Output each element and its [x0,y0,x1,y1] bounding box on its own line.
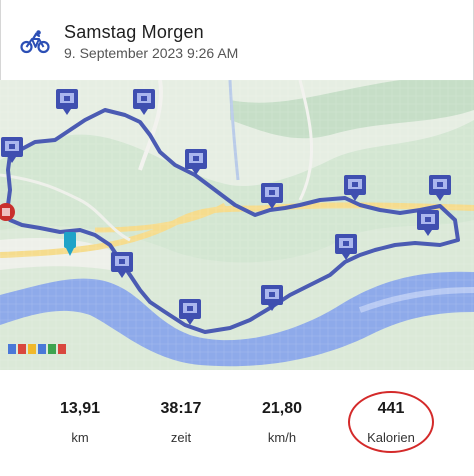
calories-highlight-circle [348,391,434,453]
stat-time-value: 38:17 [160,400,202,417]
activity-datetime: 9. September 2023 9:26 AM [64,45,239,61]
start-pin-icon[interactable] [0,203,15,221]
map-attribution-logo [8,344,66,354]
route-map-canvas[interactable] [0,80,474,370]
stat-speed: 21,80 km/h [242,400,322,445]
stat-speed-unit: km/h [267,430,297,445]
map-pixel-overlay [0,80,474,370]
stat-distance-unit: km [71,430,89,445]
stat-time-unit: zeit [170,430,192,445]
route-map[interactable] [0,80,474,370]
stat-time: 38:17 zeit [141,400,221,445]
stat-distance-value: 13,91 [59,400,101,417]
activity-title: Samstag Morgen [64,22,204,42]
stat-speed-value: 21,80 [261,400,303,417]
location-pin-icon[interactable] [64,232,76,256]
route-path [6,108,460,334]
activity-header: Samstag Morgen 9. September 2023 9:26 AM [0,0,474,80]
stat-distance: 13,91 km [40,400,120,445]
stats-row: 13,91 km 38:17 zeit 21,80 km/h 441 Kalor… [0,370,474,476]
bicycle-icon [20,30,50,54]
